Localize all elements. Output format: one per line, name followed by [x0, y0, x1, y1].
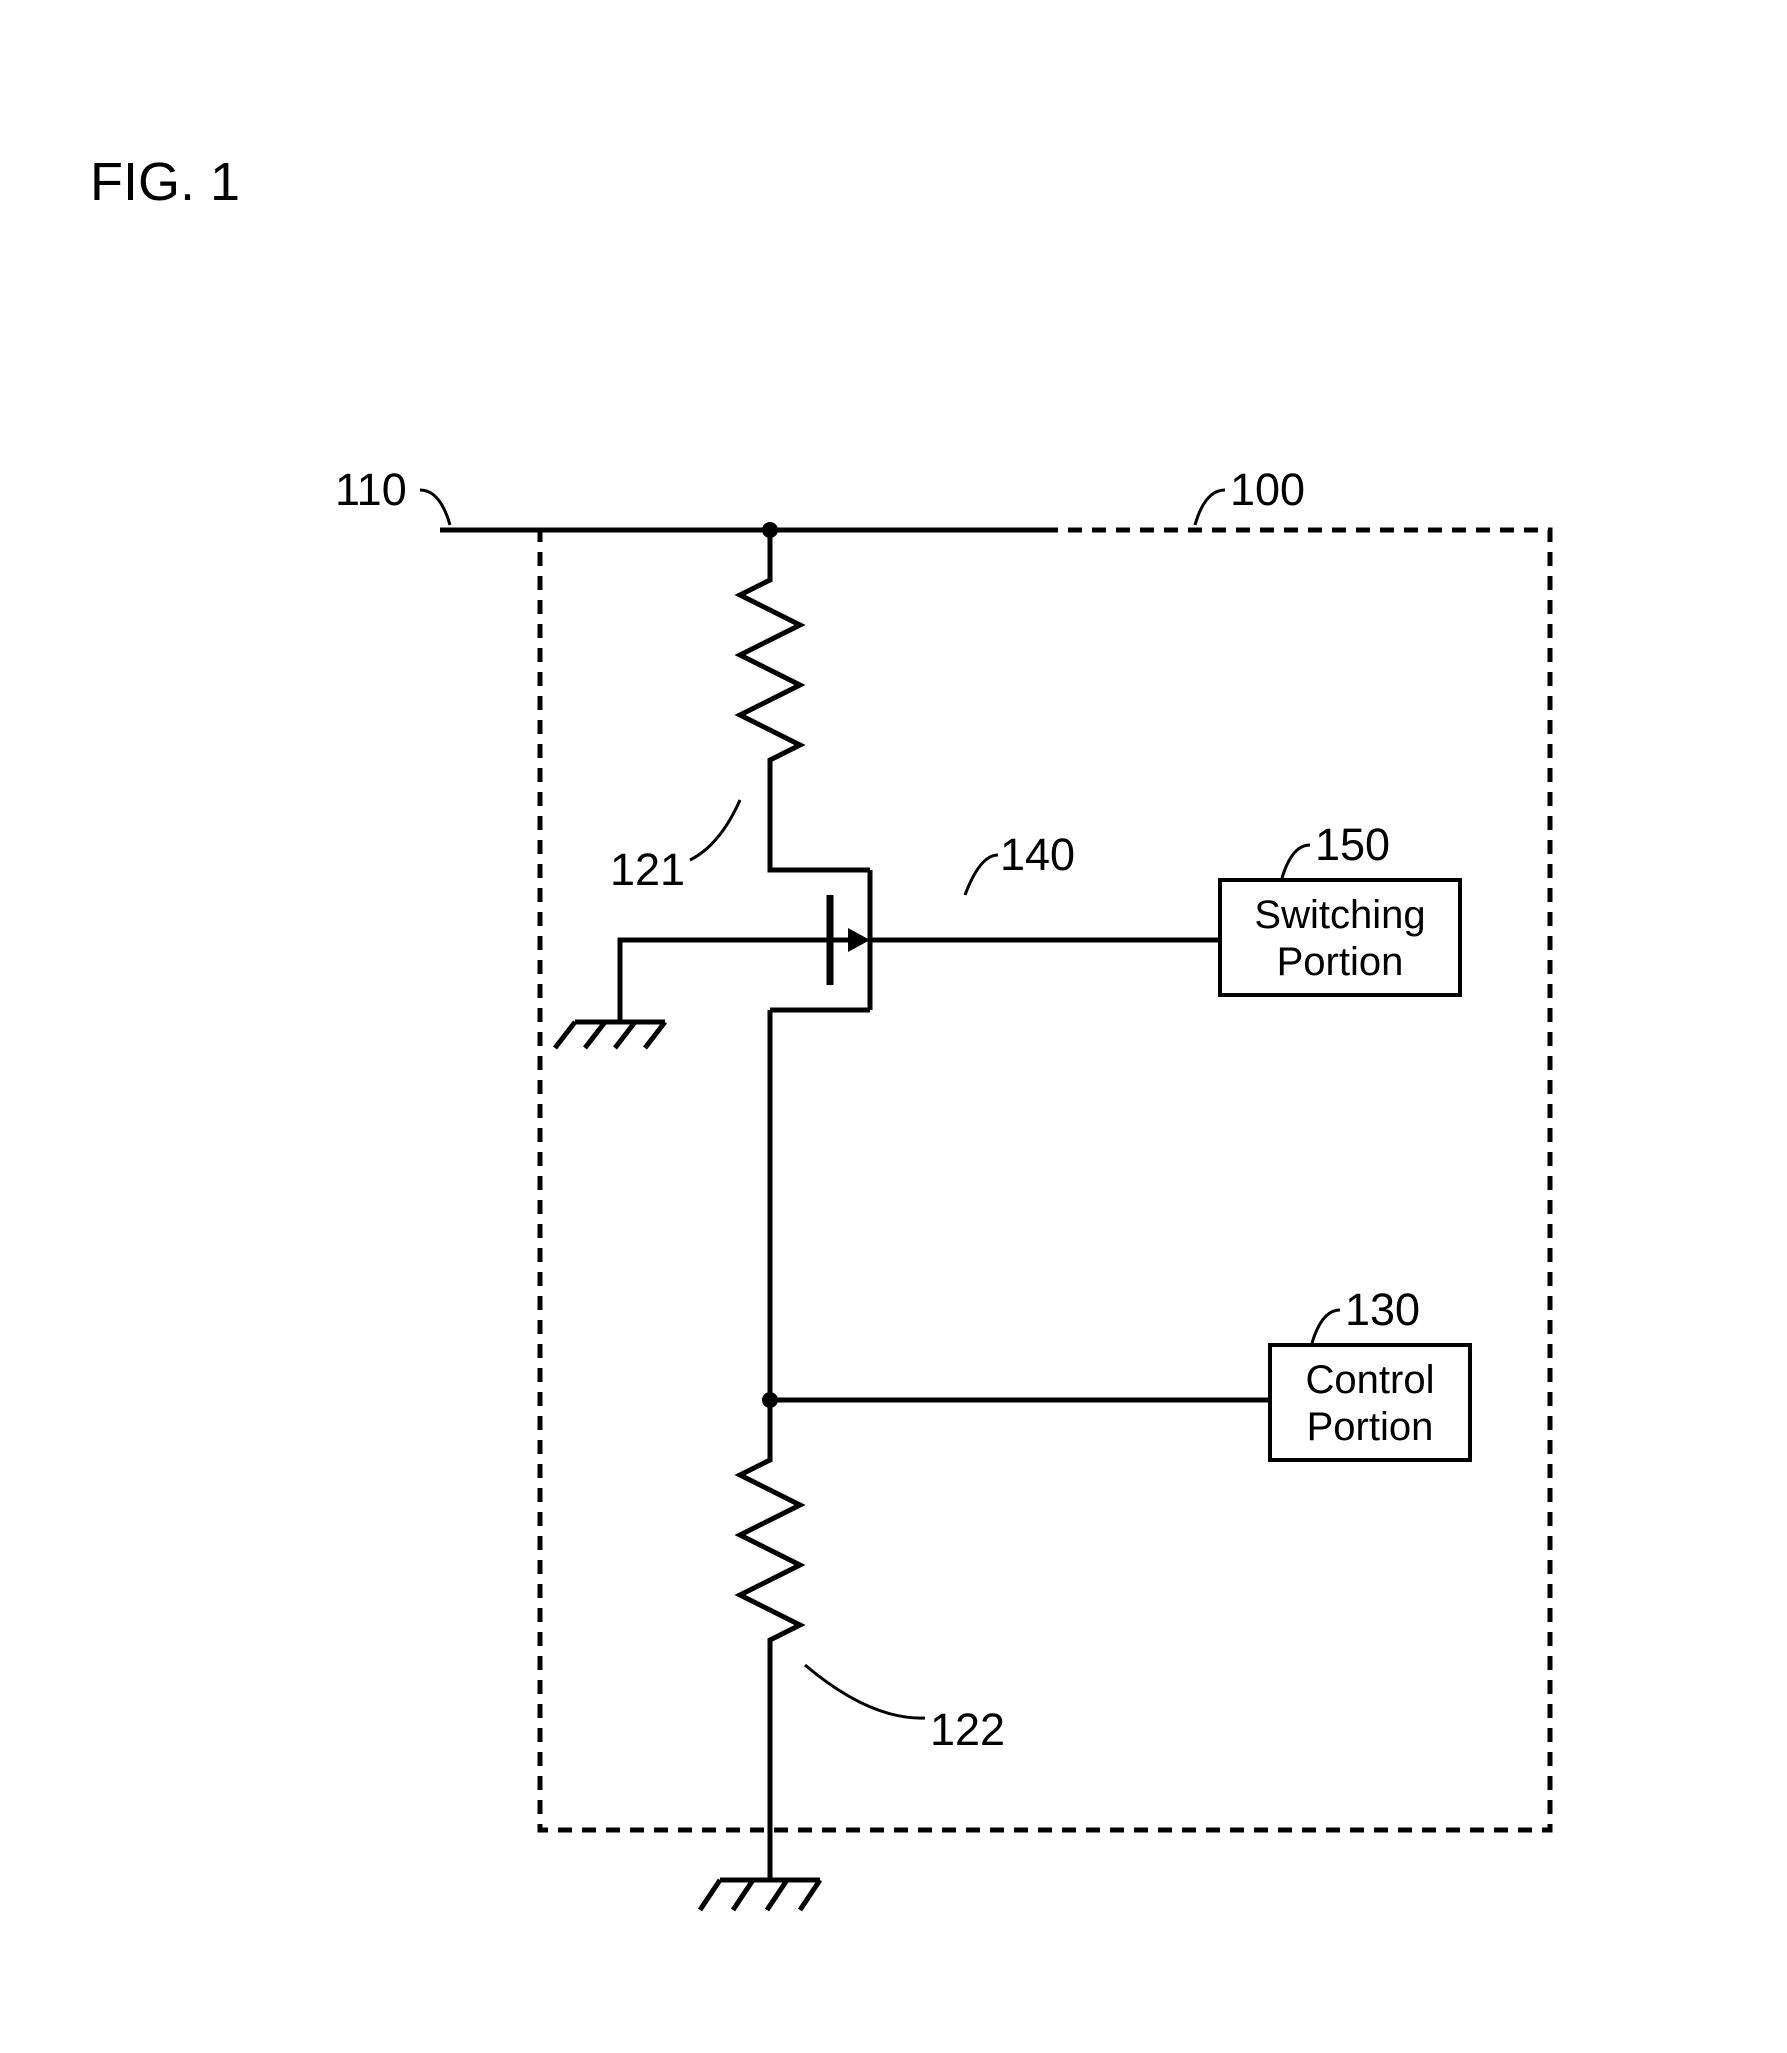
leader-100 — [1195, 490, 1225, 525]
wire-gate — [620, 940, 830, 1010]
control-portion-label-1: Control — [1306, 1358, 1435, 1402]
resistor-121 — [740, 560, 800, 820]
transistor-arrow-head — [848, 928, 870, 952]
leader-110 — [420, 490, 450, 525]
control-portion-label-2: Portion — [1307, 1405, 1434, 1449]
circuit-diagram: FIG. 1 — [0, 0, 1787, 2053]
figure-title: FIG. 1 — [90, 152, 240, 212]
block-boundary-100 — [540, 530, 1550, 1830]
ground-symbol — [555, 1010, 665, 1048]
leader-140 — [965, 855, 998, 895]
ref-122: 122 — [930, 1704, 1005, 1755]
switching-portion-label-1: Switching — [1254, 893, 1425, 937]
leader-121 — [690, 800, 740, 860]
ref-121: 121 — [610, 844, 685, 895]
ref-100: 100 — [1230, 464, 1305, 515]
leader-150 — [1282, 845, 1310, 878]
resistor-122 — [740, 1440, 800, 1700]
leader-130 — [1312, 1310, 1340, 1343]
switching-portion-label-2: Portion — [1277, 940, 1404, 984]
ref-110: 110 — [335, 464, 407, 515]
ground-symbol — [700, 1880, 820, 1910]
wire — [770, 820, 870, 870]
ref-130: 130 — [1345, 1284, 1420, 1335]
ref-140: 140 — [1000, 829, 1075, 880]
ref-150: 150 — [1315, 819, 1390, 870]
leader-122 — [805, 1665, 925, 1718]
